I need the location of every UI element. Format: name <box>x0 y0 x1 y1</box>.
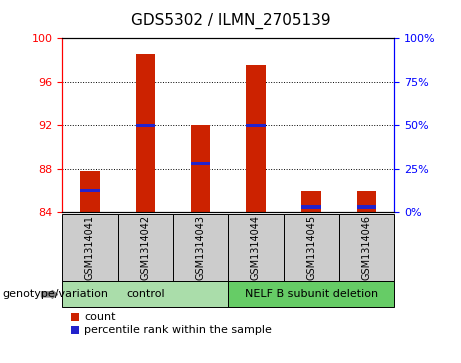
Text: NELF B subunit deletion: NELF B subunit deletion <box>245 289 378 299</box>
Bar <box>357 205 376 208</box>
Text: GSM1314042: GSM1314042 <box>140 215 150 280</box>
Bar <box>357 191 376 212</box>
Text: GSM1314044: GSM1314044 <box>251 215 261 280</box>
Text: GDS5302 / ILMN_2705139: GDS5302 / ILMN_2705139 <box>130 13 331 29</box>
Text: genotype/variation: genotype/variation <box>2 289 108 299</box>
Text: percentile rank within the sample: percentile rank within the sample <box>84 325 272 335</box>
Text: GSM1314045: GSM1314045 <box>306 215 316 280</box>
Bar <box>136 124 155 127</box>
Bar <box>191 162 210 165</box>
Bar <box>301 205 321 208</box>
Text: GSM1314046: GSM1314046 <box>361 215 372 280</box>
Bar <box>246 65 266 212</box>
Text: GSM1314041: GSM1314041 <box>85 215 95 280</box>
Bar <box>136 54 155 212</box>
Bar <box>301 191 321 212</box>
Bar <box>246 124 266 127</box>
Text: count: count <box>84 311 116 322</box>
Bar <box>80 171 100 212</box>
Bar <box>191 125 210 212</box>
Text: GSM1314043: GSM1314043 <box>195 215 206 280</box>
Text: control: control <box>126 289 165 299</box>
Bar <box>80 189 100 192</box>
